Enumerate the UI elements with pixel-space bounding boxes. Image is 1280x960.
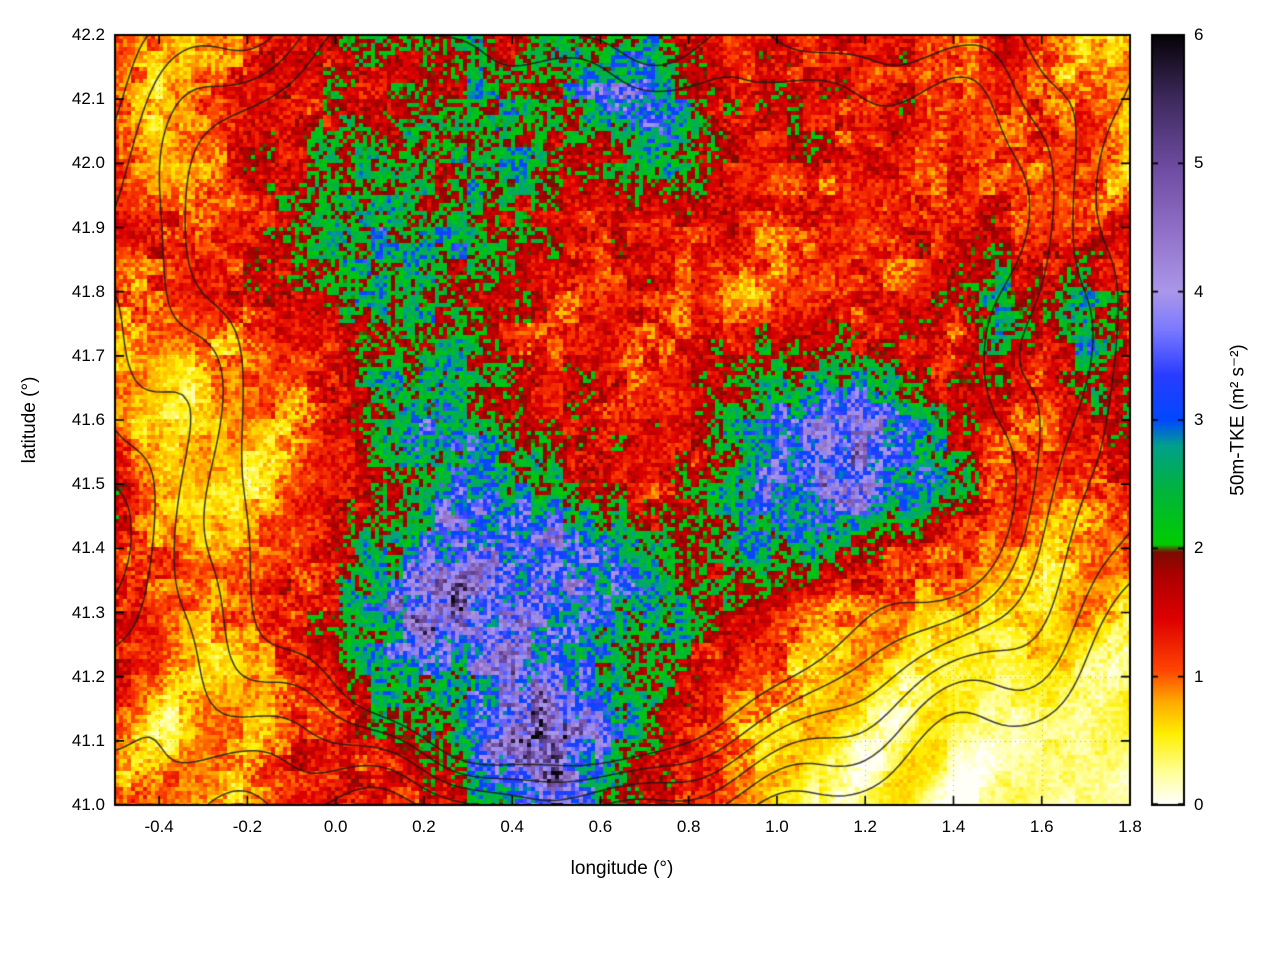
x-axis-label: longitude (°) [570, 858, 674, 879]
x-tick-label: 0.2 [412, 817, 436, 836]
y-tick-label: 42.2 [71, 25, 105, 44]
y-tick-label: 41.9 [71, 217, 105, 237]
colorbar-tick-label: 5 [1194, 153, 1204, 173]
x-tick-label: -0.2 [232, 817, 263, 836]
colorbar-tick-label: 0 [1194, 795, 1204, 814]
x-tick-label: 1.4 [941, 817, 966, 836]
x-tick-label: -0.4 [144, 817, 174, 836]
x-tick-label: 1.6 [1029, 817, 1054, 836]
x-tick-label: 1.8 [1118, 817, 1142, 836]
y-tick-label: 41.3 [71, 602, 105, 622]
y-tick-label: 41.6 [71, 410, 105, 429]
y-tick-label: 41.5 [71, 474, 105, 494]
x-tick-label: 0.8 [676, 817, 701, 836]
y-tick-label: 41.8 [71, 281, 105, 301]
x-tick-label: 0.0 [323, 817, 348, 836]
y-tick-label: 42.1 [71, 89, 105, 109]
x-tick-label: 1.2 [853, 817, 878, 836]
x-tick-label: 0.6 [588, 817, 613, 836]
colorbar-tick-label: 4 [1194, 281, 1204, 301]
y-tick-label: 41.0 [71, 795, 105, 814]
colorbar-tick-label: 2 [1194, 538, 1204, 558]
y-tick-label: 41.4 [71, 538, 105, 558]
colorbar-label: 50m-TKE (m² s⁻²) [1227, 344, 1249, 496]
y-tick-label: 41.7 [71, 345, 105, 365]
y-tick-label: 42.0 [71, 153, 105, 173]
y-tick-label: 41.2 [71, 666, 105, 686]
x-tick-label: 1.0 [765, 817, 789, 836]
colorbar-tick-label: 3 [1194, 410, 1204, 429]
colorbar-tick-label: 1 [1194, 666, 1204, 686]
x-tick-label: 0.4 [500, 817, 524, 836]
colorbar-tick-label: 6 [1194, 25, 1204, 44]
y-tick-label: 41.1 [71, 730, 105, 750]
y-axis-label: latitude (°) [19, 376, 40, 464]
